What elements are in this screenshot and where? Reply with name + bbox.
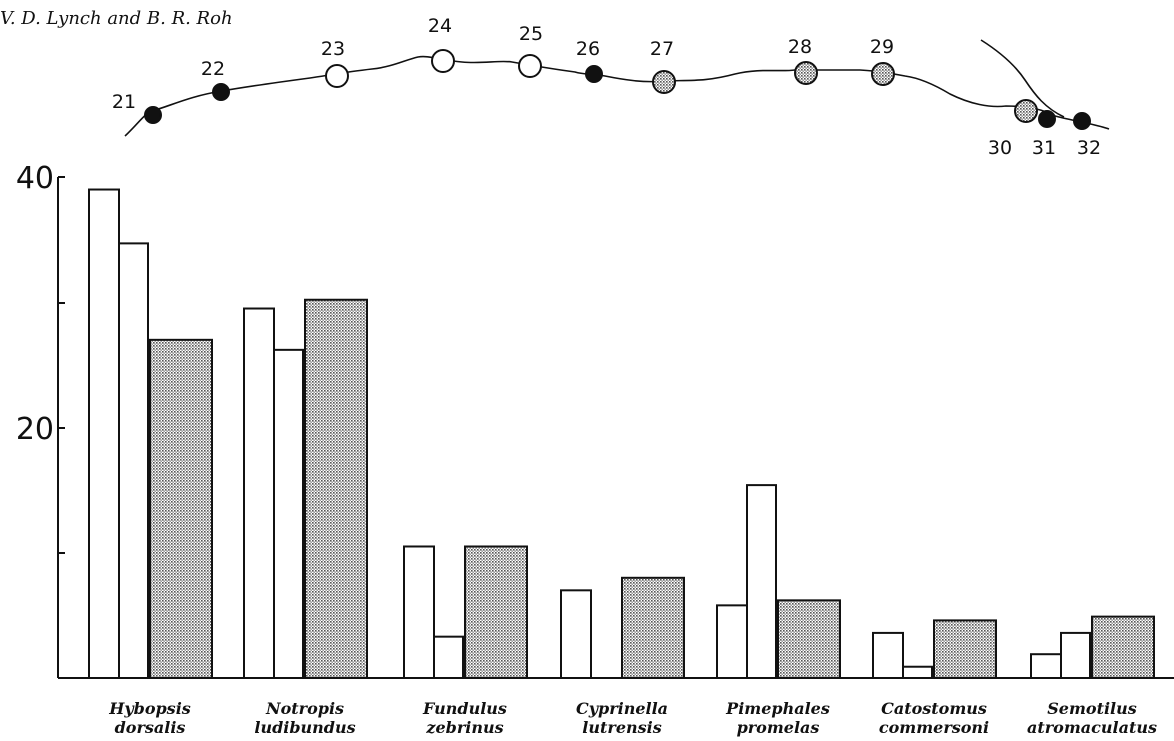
bar-notropis-series-3 bbox=[304, 298, 368, 679]
category-labels: Hybopsis dorsalis Notropis ludibundus Fundul… bbox=[108, 699, 1157, 737]
river-line bbox=[124, 55, 1110, 137]
site-label-30: 30 bbox=[988, 137, 1012, 159]
site-marker-25 bbox=[518, 54, 542, 78]
author-header: V. D. Lynch and B. R. Roh bbox=[0, 8, 233, 29]
site-marker-22 bbox=[212, 83, 230, 101]
bar-cyprinella-series-1 bbox=[560, 589, 592, 680]
category-label-hybopsis: Hybopsis dorsalis bbox=[108, 699, 191, 737]
site-label-28: 28 bbox=[788, 36, 812, 58]
site-label-31: 31 bbox=[1032, 137, 1056, 159]
bar-hybopsis-series-3 bbox=[149, 338, 213, 679]
bar-fundulus-series-1 bbox=[403, 545, 435, 679]
site-marker-31 bbox=[1038, 110, 1056, 128]
bar-notropis-series-2 bbox=[273, 348, 304, 679]
bar-notropis-series-1 bbox=[243, 307, 275, 679]
site-label-22: 22 bbox=[201, 58, 225, 80]
site-marker-26 bbox=[585, 65, 603, 83]
y-tick-label-20: 20 bbox=[16, 412, 54, 447]
drainage-map: 21 22 23 24 25 26 27 28 29 30 31 32 bbox=[112, 15, 1110, 159]
site-label-27: 27 bbox=[650, 38, 674, 60]
category-label-fundulus: Fundulus zebrinus bbox=[422, 699, 507, 737]
site-marker-27 bbox=[652, 70, 676, 94]
site-label-25: 25 bbox=[519, 23, 543, 45]
bar-semotilus-series-2 bbox=[1060, 631, 1091, 679]
bar-hybopsis-series-2 bbox=[118, 242, 149, 679]
bar-pimephales-series-2 bbox=[746, 484, 777, 679]
bar-semotilus-series-1 bbox=[1030, 653, 1062, 680]
site-label-23: 23 bbox=[321, 38, 345, 60]
bars bbox=[88, 188, 1155, 680]
bar-pimephales-series-3 bbox=[777, 599, 841, 679]
site-marker-30 bbox=[1014, 99, 1038, 123]
bar-hybopsis-series-1 bbox=[88, 188, 120, 679]
tributary-line bbox=[980, 39, 1065, 118]
bar-semotilus-series-3 bbox=[1091, 615, 1155, 680]
bar-catostomus-series-2 bbox=[902, 665, 933, 679]
bar-catostomus-series-1 bbox=[872, 631, 904, 679]
site-marker-32 bbox=[1073, 112, 1091, 130]
site-label-24: 24 bbox=[428, 15, 452, 37]
category-label-semotilus: Semotilus atromaculatus bbox=[1027, 699, 1157, 737]
bar-pimephales-series-1 bbox=[716, 604, 748, 679]
site-label-32: 32 bbox=[1077, 137, 1101, 159]
bar-cyprinella-series-3 bbox=[621, 576, 685, 679]
y-axis: 40 20 bbox=[16, 161, 65, 678]
bar-catostomus-series-3 bbox=[933, 619, 997, 680]
category-label-catostomus: Catostomus commersoni bbox=[879, 699, 989, 737]
site-marker-29 bbox=[871, 62, 895, 86]
site-marker-24 bbox=[431, 49, 455, 73]
category-label-notropis: Notropis ludibundus bbox=[254, 699, 355, 737]
site-label-29: 29 bbox=[870, 36, 894, 58]
category-label-pimephales: Pimephales promelas bbox=[725, 699, 830, 737]
bar-fundulus-series-2 bbox=[433, 635, 464, 679]
site-label-26: 26 bbox=[576, 38, 600, 60]
site-marker-21 bbox=[144, 106, 162, 124]
bar-fundulus-series-3 bbox=[464, 545, 528, 679]
y-tick-label-40: 40 bbox=[16, 161, 54, 196]
site-marker-28 bbox=[794, 61, 818, 85]
site-marker-23 bbox=[325, 64, 349, 88]
category-label-cyprinella: Cyprinella lutrensis bbox=[576, 699, 668, 737]
site-label-21: 21 bbox=[112, 91, 136, 113]
